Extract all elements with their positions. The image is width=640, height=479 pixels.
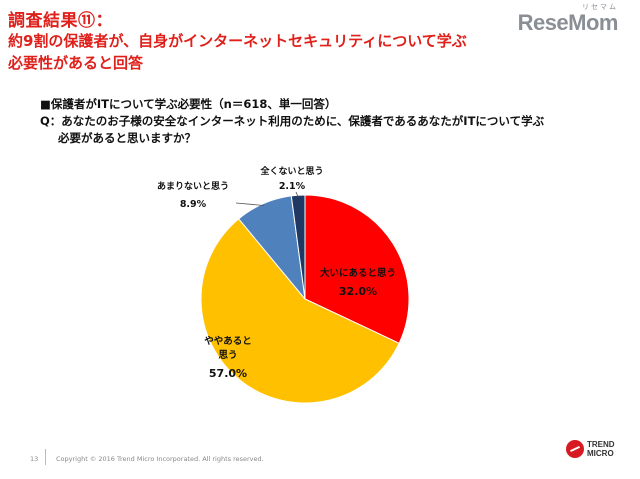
label-yaya-aru-line1: ややあると: [204, 335, 252, 347]
question-line2: 必要があると思いますか？: [58, 131, 196, 145]
value-amari-nai: 8.9%: [180, 199, 207, 210]
trend-micro-logo-icon: [566, 440, 584, 458]
logo-kana: リセマム: [582, 4, 618, 11]
brand-line2: MICRO: [587, 449, 614, 458]
label-mattaku-nai: 全くないと思う: [259, 165, 323, 177]
slice-daini-aru: [304, 194, 410, 344]
leader-amari-nai: [235, 202, 265, 206]
copyright-text: Copyright © 2016 Trend Micro Incorporate…: [56, 455, 264, 463]
slice-mattaku-nai: [290, 194, 306, 300]
resemom-logo: リセマム ReseMom: [517, 4, 619, 36]
slide-title: 調査結果⑪：: [8, 11, 113, 31]
value-yaya-aru: 57.0%: [209, 367, 247, 380]
logo-text: ReseMom: [517, 10, 619, 35]
chart-header: ■保護者がITについて学ぶ必要性（n＝618、単一回答）: [40, 97, 337, 111]
slide-subtitle-line2: 必要性があると回答: [8, 54, 144, 72]
leader-mattaku-nai: [295, 191, 299, 198]
value-daini-aru: 32.0%: [339, 285, 377, 298]
pie-slices: [200, 194, 410, 404]
leader-lines: [235, 191, 299, 206]
slice-yaya-aru: [200, 218, 400, 404]
footer-divider: [45, 449, 46, 465]
trend-micro-logo-text: TREND MICRO: [587, 440, 615, 458]
brand-line1: TREND: [587, 440, 615, 449]
label-daini-aru: 大いにあると思う: [320, 267, 396, 279]
value-mattaku-nai: 2.1%: [279, 181, 306, 192]
label-yaya-aru-line2: 思う: [218, 350, 237, 361]
slide-subtitle-line1: 約9割の保護者が、自身がインターネットセキュリティについて学ぶ: [8, 32, 467, 50]
label-amari-nai: あまりないと思う: [157, 181, 229, 192]
question-line1: Q：あなたのお子様の安全なインターネット利用のために、保護者であるあなたがITに…: [40, 114, 545, 128]
page-number: 13: [30, 455, 39, 463]
